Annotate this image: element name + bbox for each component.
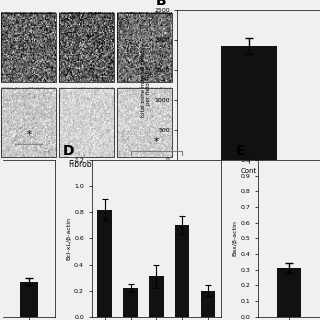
Text: Fibroblast: Fibroblast	[68, 160, 106, 169]
Text: D: D	[63, 144, 75, 158]
Bar	[20, 282, 38, 317]
Text: *: *	[27, 130, 31, 140]
Bar	[175, 225, 189, 317]
Y-axis label: Bax/β-actin: Bax/β-actin	[233, 220, 237, 256]
Y-axis label: Bcl-xL/β-actin: Bcl-xL/β-actin	[66, 217, 71, 260]
Bar	[124, 288, 138, 317]
Bar	[98, 210, 112, 317]
Text: B: B	[156, 0, 167, 8]
Bar	[201, 291, 215, 317]
Text: *: *	[154, 138, 159, 148]
Bar	[149, 276, 164, 317]
Text: Saline: Saline	[17, 160, 41, 169]
Bar	[277, 268, 301, 317]
Text: ADSC: ADSC	[135, 160, 156, 169]
Bar	[221, 46, 277, 160]
Y-axis label: total bone marrow cells
per field 400×: total bone marrow cells per field 400×	[140, 52, 151, 117]
Text: E: E	[236, 144, 245, 158]
